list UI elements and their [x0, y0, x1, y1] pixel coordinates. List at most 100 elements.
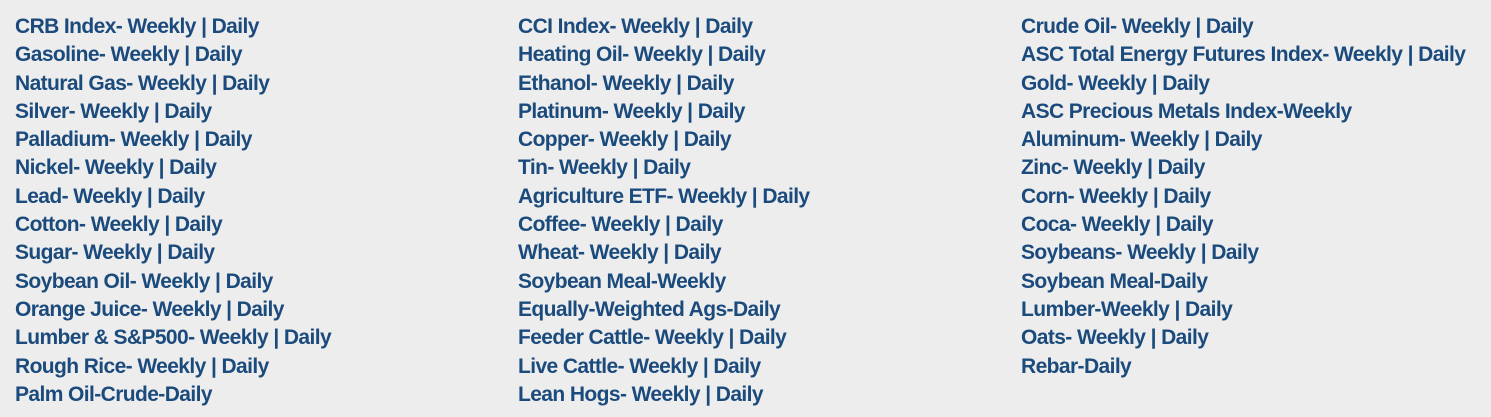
- silver-daily-link[interactable]: Daily: [164, 99, 212, 123]
- commodity-name: Coca: [1021, 213, 1071, 237]
- cci-index-weekly-link[interactable]: Weekly: [621, 15, 690, 38]
- palm-oil-crude-daily-link[interactable]: Daily: [164, 382, 213, 406]
- copper-daily-link[interactable]: Daily: [683, 128, 732, 152]
- zinc-daily-link[interactable]: Daily: [1157, 156, 1206, 180]
- crb-index-daily-link[interactable]: Daily: [211, 15, 260, 38]
- feeder-cattle-daily-link[interactable]: Daily: [739, 326, 787, 350]
- corn-weekly-link[interactable]: Weekly: [1079, 184, 1148, 208]
- asc-precious-metals-index-weekly-link[interactable]: Weekly: [1283, 99, 1352, 123]
- commodity-item-corn: Corn- Weekly | Daily: [1021, 184, 1211, 208]
- asc-total-energy-futures-index-weekly-link[interactable]: Weekly: [1333, 43, 1403, 67]
- copper-weekly-link[interactable]: Weekly: [599, 128, 669, 152]
- crude-oil-weekly-link[interactable]: Weekly: [1121, 15, 1191, 38]
- commodity-name: Zinc: [1021, 156, 1062, 180]
- crude-oil-daily-link[interactable]: Daily: [1205, 15, 1254, 38]
- feeder-cattle-weekly-link[interactable]: Weekly: [654, 326, 724, 350]
- wheat-weekly-link[interactable]: Weekly: [589, 241, 659, 265]
- link-separator: |: [1146, 71, 1163, 95]
- natural-gas-daily-link[interactable]: Daily: [222, 71, 270, 95]
- commodity-item-natural-gas: Natural Gas- Weekly | Daily: [15, 71, 270, 95]
- commodity-item-cci-index: CCI Index- Weekly | Daily: [518, 15, 753, 38]
- commodity-name: Palm Oil-Crude: [15, 382, 159, 406]
- commodity-item-heating-oil: Heating Oil- Weekly | Daily: [518, 43, 766, 67]
- coffee-weekly-link[interactable]: Weekly: [591, 213, 660, 237]
- lean-hogs-weekly-link[interactable]: Weekly: [631, 382, 701, 406]
- lean-hogs-daily-link[interactable]: Daily: [715, 382, 764, 406]
- cotton-daily-link[interactable]: Daily: [174, 213, 223, 237]
- agriculture-etf-weekly-link[interactable]: Weekly: [678, 184, 747, 208]
- orange-juice-daily-link[interactable]: Daily: [236, 297, 285, 321]
- agriculture-etf-daily-link[interactable]: Daily: [762, 184, 810, 208]
- silver-weekly-link[interactable]: Weekly: [80, 99, 149, 123]
- equally-weighted-ags-daily-link[interactable]: Daily: [732, 297, 781, 321]
- palladium-daily-link[interactable]: Daily: [204, 128, 253, 152]
- live-cattle-weekly-link[interactable]: Weekly: [629, 354, 698, 378]
- soybean-oil-weekly-link[interactable]: Weekly: [141, 269, 210, 293]
- tin-daily-link[interactable]: Daily: [643, 156, 691, 180]
- zinc-weekly-link[interactable]: Weekly: [1073, 156, 1142, 180]
- oats-daily-link[interactable]: Daily: [1161, 326, 1209, 350]
- aluminum-weekly-link[interactable]: Weekly: [1130, 128, 1200, 152]
- orange-juice-weekly-link[interactable]: Weekly: [152, 297, 222, 321]
- lumber-weekly-link[interactable]: Weekly: [1100, 297, 1170, 321]
- gold-weekly-link[interactable]: Weekly: [1078, 71, 1147, 95]
- corn-daily-link[interactable]: Daily: [1163, 184, 1211, 208]
- commodity-item-rebar: Rebar-Daily: [1021, 354, 1132, 378]
- palladium-weekly-link[interactable]: Weekly: [120, 128, 189, 152]
- commodity-name: Live Cattle: [518, 354, 618, 378]
- natural-gas-weekly-link[interactable]: Weekly: [137, 71, 207, 95]
- commodity-item-coffee: Coffee- Weekly | Daily: [518, 213, 724, 237]
- lumber-daily-link[interactable]: Daily: [1184, 297, 1233, 321]
- commodity-item-silver: Silver- Weekly | Daily: [15, 99, 212, 123]
- commodity-item-sugar: Sugar- Weekly | Daily: [15, 241, 215, 265]
- coca-daily-link[interactable]: Daily: [1165, 213, 1214, 237]
- wheat-daily-link[interactable]: Daily: [673, 241, 722, 265]
- lumber-and-sandp500-daily-link[interactable]: Daily: [283, 326, 332, 350]
- commodity-name: Wheat: [518, 241, 579, 265]
- gold-daily-link[interactable]: Daily: [1162, 71, 1210, 95]
- nickel-daily-link[interactable]: Daily: [169, 156, 217, 180]
- aluminum-daily-link[interactable]: Daily: [1214, 128, 1263, 152]
- live-cattle-daily-link[interactable]: Daily: [713, 354, 761, 378]
- coca-weekly-link[interactable]: Weekly: [1081, 213, 1151, 237]
- cotton-weekly-link[interactable]: Weekly: [90, 213, 160, 237]
- tin-weekly-link[interactable]: Weekly: [558, 156, 628, 180]
- cci-index-daily-link[interactable]: Daily: [705, 15, 753, 38]
- lead-daily-link[interactable]: Daily: [157, 184, 205, 208]
- soybean-oil-daily-link[interactable]: Daily: [225, 269, 274, 293]
- heating-oil-daily-link[interactable]: Daily: [718, 43, 766, 67]
- soybean-meal-weekly-link[interactable]: Weekly: [657, 269, 726, 293]
- rough-rice-weekly-link[interactable]: Weekly: [137, 354, 206, 378]
- gasoline-daily-link[interactable]: Daily: [194, 43, 243, 67]
- platinum-daily-link[interactable]: Daily: [697, 99, 746, 123]
- commodity-name: Aluminum: [1021, 128, 1119, 152]
- heating-oil-weekly-link[interactable]: Weekly: [633, 43, 703, 67]
- rough-rice-daily-link[interactable]: Daily: [221, 354, 269, 378]
- rebar-daily-link[interactable]: Daily: [1083, 354, 1132, 378]
- soybeans-daily-link[interactable]: Daily: [1211, 241, 1259, 265]
- crb-index-weekly-link[interactable]: Weekly: [127, 15, 196, 38]
- ethanol-daily-link[interactable]: Daily: [686, 71, 735, 95]
- gasoline-weekly-link[interactable]: Weekly: [110, 43, 180, 67]
- nickel-weekly-link[interactable]: Weekly: [84, 156, 154, 180]
- link-separator: |: [689, 15, 706, 38]
- sugar-daily-link[interactable]: Daily: [167, 241, 215, 265]
- coffee-daily-link[interactable]: Daily: [675, 213, 724, 237]
- asc-total-energy-futures-index-daily-link[interactable]: Daily: [1418, 43, 1466, 67]
- commodity-name: CCI Index: [518, 15, 610, 38]
- sugar-weekly-link[interactable]: Weekly: [83, 241, 152, 265]
- soybean-meal-daily-link[interactable]: Daily: [1160, 269, 1208, 293]
- commodity-name: Rough Rice: [15, 354, 126, 378]
- commodity-item-rough-rice: Rough Rice- Weekly | Daily: [15, 354, 269, 378]
- commodity-name: Palladium: [15, 128, 109, 152]
- lumber-and-sandp500-weekly-link[interactable]: Weekly: [199, 326, 269, 350]
- link-separator: |: [1150, 213, 1166, 237]
- lead-weekly-link[interactable]: Weekly: [73, 184, 142, 208]
- ethanol-weekly-link[interactable]: Weekly: [602, 71, 671, 95]
- soybeans-weekly-link[interactable]: Weekly: [1127, 241, 1196, 265]
- link-separator: |: [702, 43, 719, 67]
- oats-weekly-link[interactable]: Weekly: [1076, 326, 1146, 350]
- commodity-name: Corn: [1021, 184, 1068, 208]
- platinum-weekly-link[interactable]: Weekly: [613, 99, 683, 123]
- commodity-name: Natural Gas: [15, 71, 127, 95]
